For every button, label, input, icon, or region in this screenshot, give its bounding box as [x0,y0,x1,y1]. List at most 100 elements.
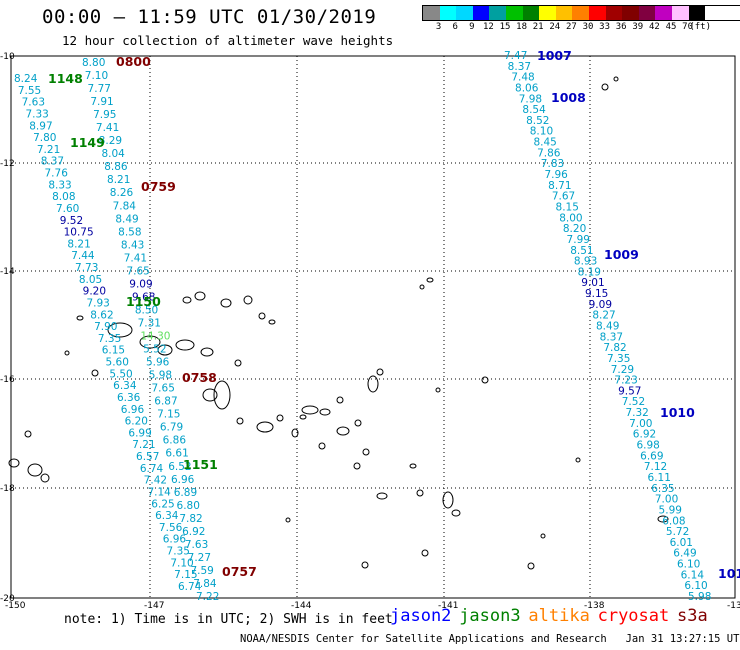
track-c-value: 9.15 [585,288,608,300]
island-outline [236,417,244,425]
y-tick-label: -10 [0,52,15,62]
track-b-value: 8.37 [41,156,64,168]
track-b-value: 7.15 [174,569,197,581]
island-outline [421,549,429,557]
track-a-value: 7.91 [90,96,113,108]
legend-label: 6 [452,22,458,32]
track-b-value: 7.63 [22,97,45,109]
track-c-value: 6.08 [662,515,685,527]
legend-swatch [456,6,473,20]
track-a-value: 8.49 [115,213,138,225]
island-outline [256,421,274,433]
time-label: 0800 [116,54,151,69]
island-outline [336,426,350,436]
track-b-value: 6.57 [136,451,159,463]
track-a-value: 8.04 [101,148,125,160]
island-outline [442,491,454,509]
x-tick-label: -138 [584,601,605,611]
track-a-value: 6.80 [177,500,200,512]
island-outline [276,414,284,422]
track-b-value: 8.05 [79,274,102,286]
track-b-value: 6.74 [140,463,164,475]
track-a-value: 6.92 [182,526,205,538]
satellite-name: jason2 [390,606,452,626]
island-outline [243,295,253,305]
track-b-value: 6.36 [117,392,141,404]
track-c-value: 8.10 [530,126,553,138]
track-b-value: 7.33 [25,108,48,120]
satellite-name: jason3 [459,606,521,626]
legend-swatch [588,6,606,20]
track-b-value: 7.80 [33,132,56,144]
legend-label: 70 [682,22,694,32]
island-outline [354,419,362,427]
island-outline [291,428,299,438]
track-c-value: 7.86 [537,147,561,159]
track-c-value: 7.83 [541,158,564,170]
track-b-value: 7.35 [98,333,121,345]
legend-label: 42 [648,22,660,32]
track-c-value: 6.98 [636,440,659,452]
island-outline [194,291,206,301]
track-c-value: 6.35 [651,483,674,495]
track-b-value: 6.74 [178,581,202,593]
island-outline [613,76,619,82]
island-outline [24,430,32,438]
track-b-value: 6.96 [163,534,187,546]
track-c-value: 8.37 [600,331,623,343]
time-label: 0758 [182,370,217,385]
island-outline [575,457,581,463]
track-c-value: 8.19 [578,266,601,278]
legend-label: 27 [565,22,577,32]
legend-label: 36 [615,22,627,32]
island-outline [367,375,379,393]
island-outline [213,380,231,410]
island-outline [353,462,361,470]
track-b-value: 7.90 [94,321,117,333]
track-a-value: 9.68 [132,291,155,303]
island-outline [376,368,384,376]
track-b-value: 7.44 [71,250,95,262]
track-a-value: 7.63 [185,539,208,551]
track-b-value: 7.14 [147,486,171,498]
island-outline [299,414,307,420]
track-c-value: 9.01 [581,277,604,289]
time-label: 1148 [48,71,83,86]
track-c-value: 7.29 [611,364,634,376]
track-c-value: 5.72 [666,526,689,538]
track-c-value: 7.98 [519,93,542,105]
island-outline [527,562,535,570]
island-outline [76,315,84,321]
track-a-value: 7.84 [193,578,217,590]
time-label: 1149 [70,135,105,150]
time-label: 1008 [551,90,586,105]
island-outline [657,515,669,523]
island-outline [8,458,20,468]
legend-swatch [605,6,623,20]
track-c-value: 8.00 [559,212,582,224]
track-c-value: 7.00 [655,494,678,506]
x-tick-label: -147 [144,601,164,611]
track-c-value: 7.48 [511,72,534,84]
legend-swatch [505,6,523,20]
track-b-value: 7.60 [56,203,79,215]
island-outline [234,359,242,367]
time-label: 1009 [604,247,639,262]
legend-swatch [522,6,540,20]
track-a-value: 8.58 [118,226,141,238]
track-a-value: 6.52 [168,461,191,473]
track-a-value: 8.86 [104,161,128,173]
legend-label: 30 [582,22,594,32]
legend-swatch [671,6,689,20]
satellite-name: cryosat [597,606,670,626]
track-a-value: 7.77 [88,83,111,95]
track-a-value: 8.21 [107,174,130,186]
island-outline [336,396,344,404]
track-a-value: 7.59 [190,565,213,577]
track-c-value: 9.57 [618,385,641,397]
y-tick-label: -14 [0,267,15,277]
island-outline [435,387,441,393]
track-c-value: 8.15 [556,201,579,213]
track-c-value: 6.49 [673,548,696,560]
legend-label: 33 [599,22,611,32]
